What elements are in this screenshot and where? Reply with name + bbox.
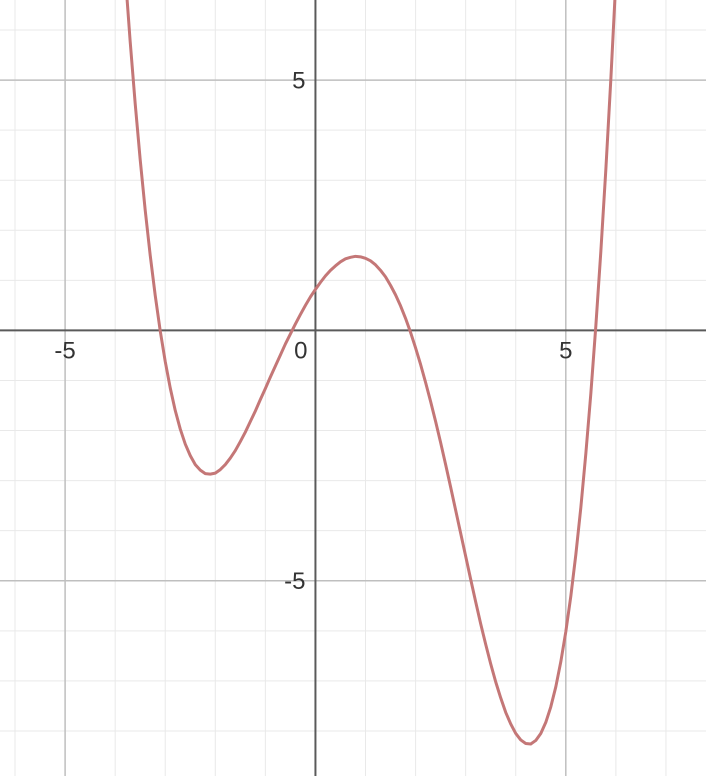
x-tick-label: -5 bbox=[54, 337, 75, 364]
x-tick-label: 0 bbox=[294, 337, 307, 364]
chart-container: -5 0 5 5 -5 bbox=[0, 0, 706, 776]
y-tick-label: 5 bbox=[292, 68, 305, 95]
x-tick-label: 5 bbox=[559, 337, 572, 364]
y-tick-label: -5 bbox=[284, 568, 305, 595]
function-graph: -5 0 5 5 -5 bbox=[0, 0, 706, 776]
